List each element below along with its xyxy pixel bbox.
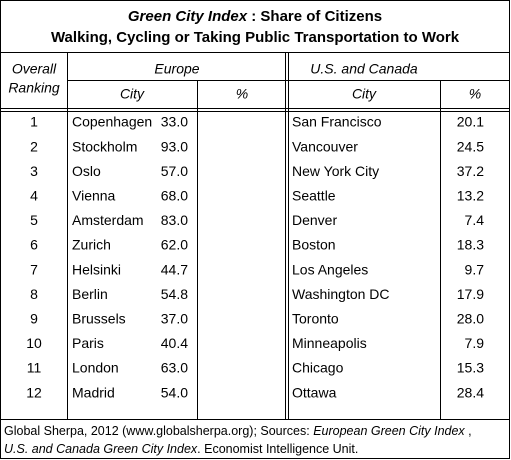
percent-cell: 68.0 [161, 188, 188, 204]
city-cell: Zurich [72, 237, 111, 253]
percent-cell: 83.0 [161, 212, 188, 228]
rank-cell: 1 [30, 114, 38, 130]
city-cell: Helsinki [72, 261, 121, 277]
title-emphasis: Green City Index [128, 8, 248, 25]
title: Green City Index : Share of Citizens [128, 8, 382, 25]
percent-cell: 28.0 [457, 311, 484, 327]
city-cell: Amsterdam [72, 212, 144, 228]
footer-text: , [465, 424, 472, 438]
city-cell: New York City [292, 163, 379, 179]
percent-cell: 18.3 [457, 237, 484, 253]
footer-text: Global Sherpa, 2012 (www.globalsherpa.or… [4, 424, 313, 438]
percent-cell: 28.4 [457, 384, 484, 400]
percent-cell: 37.0 [161, 311, 188, 327]
city-cell: Copenhagen [72, 114, 152, 130]
rank-cell: 9 [30, 311, 38, 327]
rank-cell: 11 [27, 360, 42, 376]
city-cell: Vienna [72, 188, 116, 204]
city-cell: London [72, 360, 119, 376]
city-cell: Washington DC [292, 286, 390, 302]
title-rest: : Share of Citizens [247, 8, 382, 25]
city-cell: Vancouver [292, 138, 358, 154]
percent-cell: 62.0 [161, 237, 188, 253]
city-cell: Madrid [72, 384, 115, 400]
percent-cell: 54.8 [161, 286, 188, 302]
percent-cell: 9.7 [465, 261, 485, 277]
footer-source: U.S. and Canada Green City Index [4, 442, 198, 456]
percent-cell: 54.0 [161, 384, 188, 400]
rank-cell: 5 [30, 212, 38, 228]
city-cell: Boston [292, 237, 336, 253]
column-header: % [236, 86, 248, 102]
percent-cell: 24.5 [457, 138, 484, 154]
city-cell: San Francisco [292, 114, 382, 130]
percent-cell: 13.2 [457, 188, 484, 204]
city-cell: Seattle [292, 188, 336, 204]
percent-cell: 33.0 [161, 114, 188, 130]
rank-cell: 6 [30, 237, 38, 253]
region-header: Europe [154, 61, 199, 77]
column-header: % [469, 86, 481, 102]
footer-source: European Green City Index [313, 424, 465, 438]
footer: Global Sherpa, 2012 (www.globalsherpa.or… [4, 424, 472, 438]
city-cell: Chicago [292, 360, 344, 376]
rank-cell: 4 [30, 188, 38, 204]
percent-cell: 20.1 [457, 114, 484, 130]
region-header: U.S. and Canada [310, 61, 418, 77]
footer-text: . Economist Intelligence Unit. [197, 442, 358, 456]
percent-cell: 17.9 [457, 286, 484, 302]
percent-cell: 7.4 [465, 212, 485, 228]
ranking-header: Overall [12, 61, 57, 77]
percent-cell: 57.0 [161, 163, 188, 179]
percent-cell: 7.9 [465, 335, 485, 351]
column-header: City [352, 86, 377, 102]
city-cell: Los Angeles [292, 261, 368, 277]
city-cell: Stockholm [72, 138, 137, 154]
rank-cell: 2 [30, 138, 38, 154]
percent-cell: 63.0 [161, 360, 188, 376]
city-cell: Minneapolis [292, 335, 367, 351]
city-cell: Oslo [72, 163, 101, 179]
rank-cell: 12 [26, 384, 42, 400]
rank-cell: 8 [30, 286, 38, 302]
percent-cell: 37.2 [457, 163, 484, 179]
rank-cell: 3 [30, 163, 38, 179]
rank-cell: 10 [26, 335, 42, 351]
ranking-header: Ranking [8, 80, 60, 96]
percent-cell: 40.4 [161, 335, 188, 351]
city-cell: Toronto [292, 311, 339, 327]
column-header: City [120, 86, 145, 102]
footer: U.S. and Canada Green City Index. Econom… [4, 442, 358, 456]
city-cell: Paris [72, 335, 104, 351]
percent-cell: 15.3 [457, 360, 484, 376]
rank-cell: 7 [30, 261, 38, 277]
percent-cell: 44.7 [161, 261, 188, 277]
percent-cell: 93.0 [161, 138, 188, 154]
city-cell: Berlin [72, 286, 108, 302]
title-line2: Walking, Cycling or Taking Public Transp… [51, 29, 460, 46]
city-cell: Brussels [72, 311, 126, 327]
city-cell: Denver [292, 212, 337, 228]
city-cell: Ottawa [292, 384, 337, 400]
